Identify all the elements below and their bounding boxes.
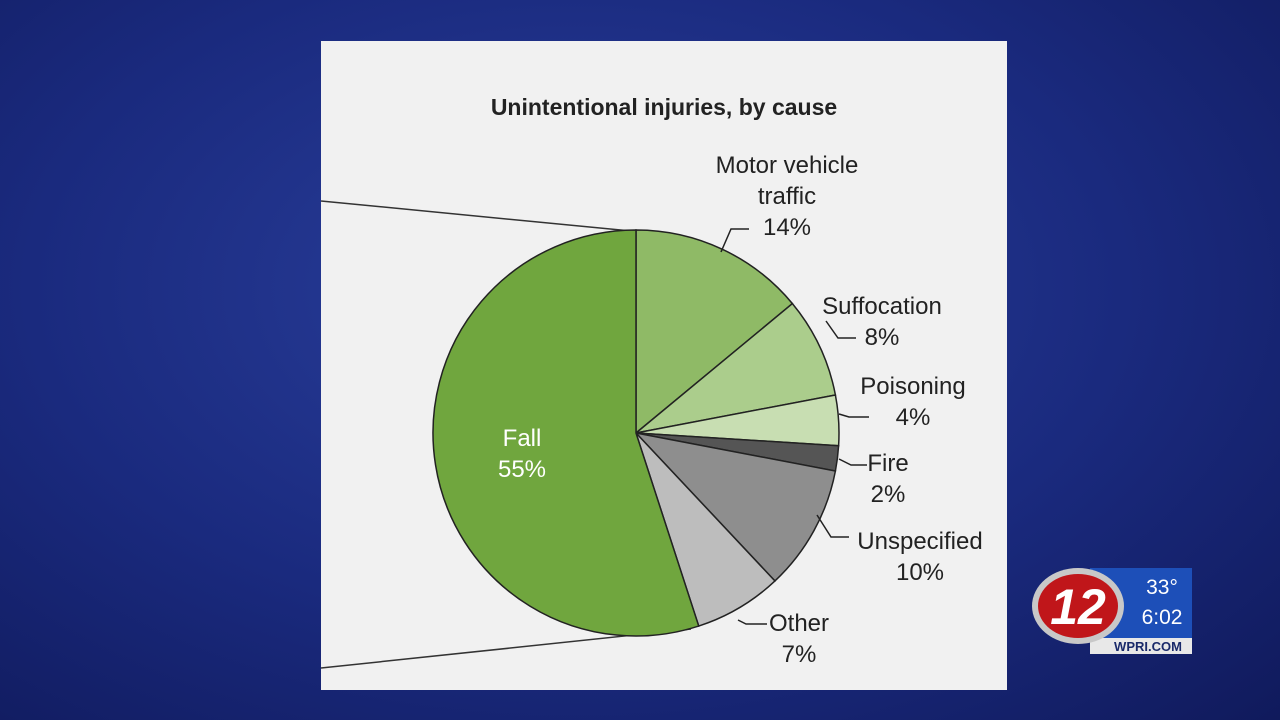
leader-line xyxy=(737,619,767,625)
category-label: Unspecified xyxy=(857,528,983,555)
temperature: 33° xyxy=(1146,576,1178,599)
chart-panel: Unintentional injuries, by cause Motor v… xyxy=(321,41,1007,690)
pie-slice xyxy=(432,229,700,637)
pie-slice xyxy=(635,302,837,434)
value-label: 7% xyxy=(781,641,817,668)
category-label: Fire xyxy=(867,450,909,477)
category-label: Motor vehicle traffic xyxy=(715,152,859,210)
leader-line xyxy=(838,413,869,418)
value-label: 2% xyxy=(870,481,906,508)
chart xyxy=(321,200,869,669)
slice-label: Motor vehicle traffic 14% xyxy=(697,150,877,243)
callout-line xyxy=(321,200,632,232)
logo-text: 12 xyxy=(1050,579,1106,635)
leader-line xyxy=(720,228,749,253)
slice-label: Other 7% xyxy=(749,608,849,670)
category-label: Suffocation xyxy=(822,293,942,320)
leader-line xyxy=(825,320,856,339)
category-label: Poisoning xyxy=(860,373,966,400)
slice-label: Suffocation 8% xyxy=(807,291,957,353)
slice-label: Poisoning 4% xyxy=(843,371,983,433)
time: 6:02 xyxy=(1142,606,1183,629)
logo-disc xyxy=(1038,574,1118,638)
website: WPRI.COM xyxy=(1114,639,1182,654)
leader-line xyxy=(838,458,867,466)
bug-bar xyxy=(1090,638,1192,654)
category-label: Other xyxy=(768,610,830,637)
value-label: 55% xyxy=(497,456,547,483)
value-label: 8% xyxy=(864,324,900,351)
slice-label: Unspecified 10% xyxy=(840,526,1000,588)
chart-title: Unintentional injuries, by cause xyxy=(490,94,838,120)
value-label: 4% xyxy=(895,404,931,431)
pie-slice xyxy=(633,431,837,583)
slice-label: Fall 55% xyxy=(472,423,572,485)
value-label: 14% xyxy=(762,214,812,241)
slice-label: Fire 2% xyxy=(848,448,928,510)
leader-line xyxy=(816,514,849,538)
station-bug: 12 33° 6:02 WPRI.COM xyxy=(1030,566,1195,658)
bug-graphic: 12 33° 6:02 WPRI.COM xyxy=(1032,568,1192,654)
value-label: 10% xyxy=(895,559,945,586)
category-label: Fall xyxy=(502,425,542,452)
